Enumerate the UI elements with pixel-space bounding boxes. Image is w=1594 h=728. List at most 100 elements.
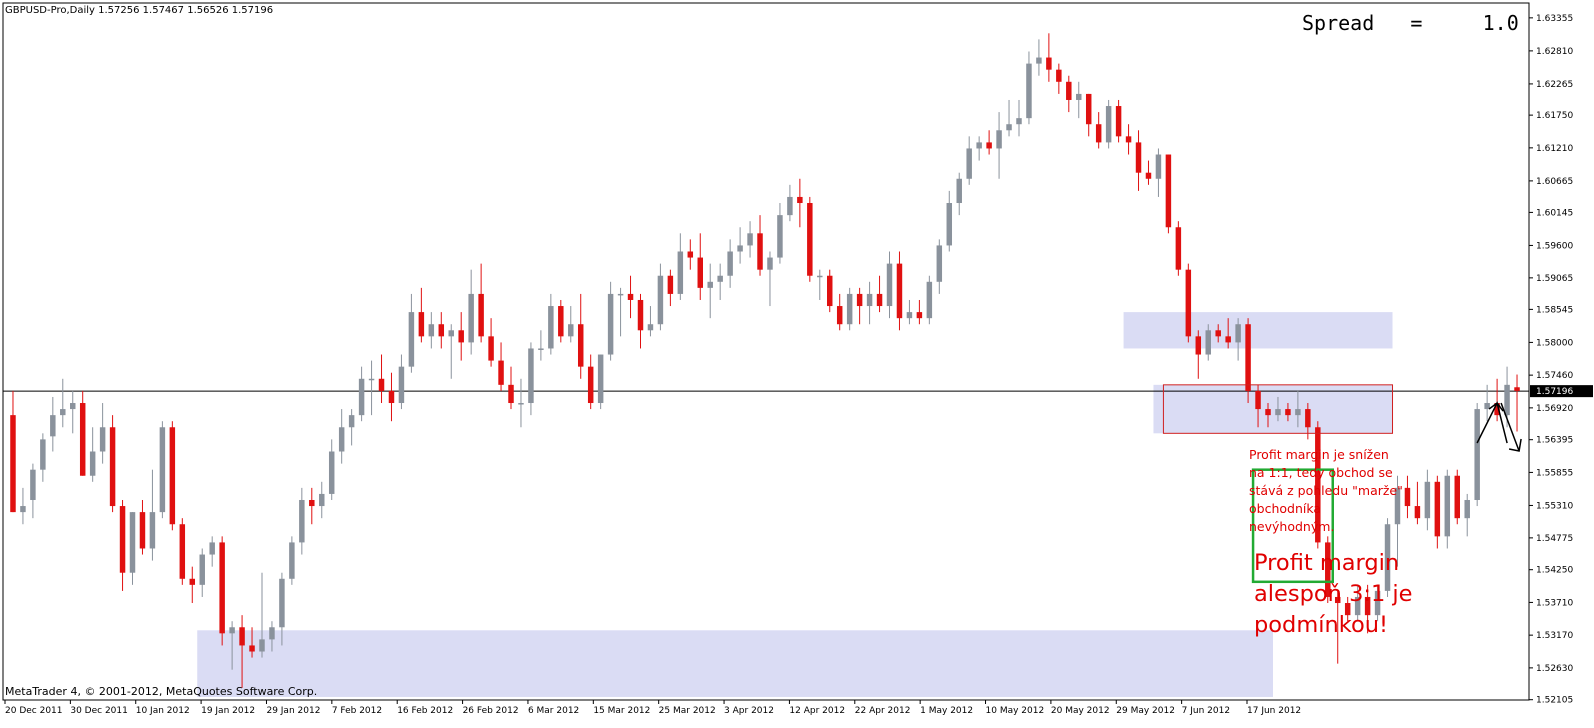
candle-body	[866, 293, 873, 307]
candle-body	[986, 142, 992, 149]
candle-body	[1085, 93, 1092, 125]
candle-body	[438, 324, 445, 337]
candle-body	[697, 257, 703, 288]
y-tick-label: 1.63355	[1536, 14, 1573, 24]
candle-body	[1315, 427, 1321, 543]
candle-body	[1095, 124, 1102, 143]
candle-body	[70, 403, 76, 410]
candle-body	[886, 263, 893, 307]
candle-body	[836, 306, 843, 325]
candle-body	[1295, 409, 1301, 416]
y-tick-label: 1.58000	[1536, 338, 1573, 348]
candle-body	[1474, 409, 1480, 500]
supply-demand-zone	[1123, 312, 1393, 349]
y-tick-label: 1.57460	[1536, 371, 1573, 381]
plot-frame	[2, 2, 1530, 701]
copyright-label: MetaTrader 4, © 2001-2012, MetaQuotes So…	[5, 685, 318, 698]
candle-body	[468, 293, 474, 343]
candle-body	[607, 293, 614, 355]
candle-body	[1076, 93, 1082, 100]
candle-body	[1115, 106, 1122, 137]
candle-body	[976, 142, 982, 149]
note-small-line-2: na 1:1, tedy obchod se	[1249, 465, 1393, 480]
candle-body	[1394, 487, 1401, 525]
candle-body	[1225, 336, 1231, 343]
candle-body	[1046, 57, 1052, 70]
candle-body	[10, 415, 16, 513]
x-tick-label: 26 Feb 2012	[463, 706, 519, 716]
candle-body	[99, 427, 106, 452]
note-small-line-1: Profit margin je snížen	[1249, 447, 1389, 462]
y-tick-label: 1.52630	[1536, 664, 1573, 674]
candle-body	[299, 499, 305, 543]
candle-body	[388, 390, 395, 404]
y-tick-label: 1.58545	[1536, 305, 1573, 315]
candle-body	[1215, 330, 1221, 337]
candle-body	[418, 312, 425, 337]
candle-body	[1354, 596, 1361, 616]
y-tick-label: 1.61210	[1536, 144, 1573, 154]
candle-body	[149, 512, 156, 549]
candle-body	[338, 427, 345, 452]
candle-body	[1424, 481, 1431, 519]
candle-body	[79, 403, 86, 476]
candle-body	[249, 645, 255, 652]
candle-body	[548, 306, 554, 349]
candle-body	[827, 275, 833, 307]
candle-body	[966, 148, 972, 179]
y-tick-label: 1.59065	[1536, 274, 1573, 284]
x-tick-label: 20 May 2012	[1051, 706, 1110, 716]
candle-body	[309, 499, 315, 507]
candle-body	[229, 627, 235, 634]
candle-body	[1305, 409, 1311, 428]
note-big-line-1: Profit margin	[1254, 550, 1400, 576]
candle-body	[50, 415, 56, 437]
candle-body	[119, 506, 126, 573]
x-tick-label: 20 Dec 2011	[5, 706, 63, 716]
candle-body	[876, 293, 883, 307]
candle-body	[1265, 409, 1271, 416]
candle-body	[498, 360, 504, 385]
candle-body	[1155, 154, 1162, 179]
candle-body	[458, 330, 464, 343]
candle-body	[577, 324, 584, 367]
candle-body	[797, 196, 803, 204]
candle-body	[1285, 409, 1291, 416]
candle-body	[1454, 475, 1460, 519]
candle-body	[896, 263, 903, 319]
candle-body	[319, 493, 325, 507]
x-tick-label: 7 Jun 2012	[1182, 706, 1230, 716]
x-tick-label: 17 Jun 2012	[1247, 706, 1301, 716]
candle-body	[627, 293, 634, 300]
candle-body	[1195, 336, 1202, 355]
candle-body	[617, 293, 624, 296]
candle-body	[209, 542, 215, 555]
candle-body	[1255, 390, 1261, 410]
candle-body	[1464, 499, 1470, 519]
x-tick-label: 29 May 2012	[1116, 706, 1175, 716]
y-tick-label: 1.56920	[1536, 404, 1573, 414]
candle-body	[368, 378, 375, 381]
note-big-line-3: podmínkou!	[1254, 612, 1389, 638]
candle-body	[1334, 596, 1341, 604]
x-tick-label: 25 Mar 2012	[659, 706, 716, 716]
candle-body	[528, 348, 534, 404]
candle-body	[1444, 475, 1451, 537]
candle-body	[846, 293, 853, 325]
candle-body	[1026, 63, 1032, 119]
candle-body	[219, 542, 225, 634]
candle-body	[1016, 118, 1022, 125]
spread-equals: =	[1410, 11, 1423, 35]
candle-body	[1325, 542, 1331, 597]
candle-body	[408, 312, 415, 367]
y-tick-label: 1.53710	[1536, 598, 1573, 608]
candle-body	[677, 251, 684, 294]
candle-body	[1494, 403, 1500, 416]
target-box-red	[1162, 384, 1394, 434]
candle-body	[1056, 69, 1062, 82]
y-tick-label: 1.61750	[1536, 111, 1573, 121]
candle-body	[20, 506, 26, 513]
x-tick-label: 15 Mar 2012	[593, 706, 650, 716]
